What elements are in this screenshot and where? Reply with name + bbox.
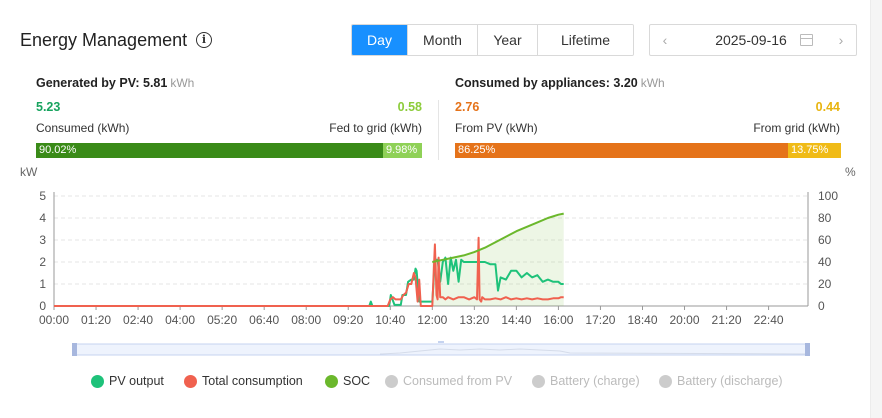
x-tick-label: 14:40	[501, 313, 531, 327]
x-tick-label: 17:20	[585, 313, 615, 327]
tab-year[interactable]: Year	[478, 25, 538, 55]
legend-label: Battery (charge)	[550, 374, 640, 388]
fed-pct-segment: 9.98%	[383, 143, 422, 158]
date-value[interactable]: 2025-09-16	[715, 32, 787, 48]
legend-soc[interactable]: SOC	[325, 372, 370, 390]
zoom-slider-preview	[379, 348, 810, 355]
calendar-icon[interactable]	[800, 34, 813, 46]
legend-label: Total consumption	[202, 374, 303, 388]
from-pv-label: From PV (kWh)	[455, 121, 538, 135]
tab-lifetime[interactable]: Lifetime	[538, 25, 633, 55]
y-tick-label-right: 40	[818, 255, 832, 269]
consumed-split-bar: 86.25% 13.75%	[455, 143, 841, 158]
consumed-unit: kWh	[640, 76, 665, 90]
y-tick-label-left: 5	[39, 189, 46, 203]
y-axis-unit-right: %	[845, 165, 856, 179]
legend-dot-icon	[184, 374, 197, 388]
legend-label: Consumed from PV	[403, 374, 513, 388]
pv-consumed-value: 5.23	[36, 100, 61, 114]
consumed-pct-segment: 90.02%	[36, 143, 383, 158]
x-tick-label: 08:00	[291, 313, 321, 327]
tab-month[interactable]: Month	[408, 25, 478, 55]
x-tick-label: 04:00	[165, 313, 195, 327]
period-tabs: Day Month Year Lifetime	[351, 24, 634, 56]
from-grid-pct-segment: 13.75%	[788, 143, 841, 158]
y-tick-label-left: 3	[39, 233, 46, 247]
y-tick-label-right: 60	[818, 233, 832, 247]
generated-header: Generated by PV: 5.81 kWh	[36, 76, 194, 90]
legend-consumed-from-pv[interactable]: Consumed from PV	[385, 372, 512, 390]
series-line-pv-output	[54, 256, 564, 307]
y-tick-label-left: 1	[39, 277, 46, 291]
info-icon[interactable]: i	[196, 32, 212, 48]
from-grid-label: From grid (kWh)	[753, 121, 840, 135]
consumed-header: Consumed by appliances: 3.20 kWh	[455, 76, 665, 90]
legend-battery-charge[interactable]: Battery (charge)	[532, 372, 640, 390]
x-tick-label: 21:20	[712, 313, 742, 327]
from-grid-value: 0.44	[815, 100, 840, 114]
legend-dot-icon	[385, 374, 398, 388]
x-tick-label: 01:20	[81, 313, 111, 327]
consumed-value: 3.20	[613, 76, 638, 90]
y-tick-label-left: 0	[39, 299, 46, 313]
legend-dot-icon	[659, 374, 672, 388]
y-tick-label-right: 100	[818, 189, 838, 203]
x-tick-label: 00:00	[39, 313, 69, 327]
y-tick-label-left: 2	[39, 255, 46, 269]
generated-value: 5.81	[143, 76, 168, 90]
page-scrollbar[interactable]	[870, 0, 882, 418]
chart-legend: PV output Total consumption SOC Consumed…	[0, 372, 870, 390]
legend-pv-output[interactable]: PV output	[91, 372, 164, 390]
legend-label: SOC	[343, 374, 371, 388]
section-divider	[438, 100, 439, 160]
date-picker[interactable]: ‹ 2025-09-16 ›	[649, 24, 857, 56]
consumed-label: Consumed by appliances:	[455, 76, 610, 90]
legend-total-consumption[interactable]: Total consumption	[184, 372, 303, 390]
soc-area	[432, 213, 564, 306]
energy-chart: 0 1 2 3 4 5 0 20 40 60 80 100 00:00 01:20 02:40 04:00 05…	[39, 189, 838, 327]
pv-consumed-label: Consumed (kWh)	[36, 121, 130, 135]
x-tick-label: 05:20	[207, 313, 237, 327]
chevron-left-icon[interactable]: ‹	[662, 32, 668, 48]
x-tick-label: 16:00	[543, 313, 573, 327]
x-tick-label: 13:20	[459, 313, 489, 327]
tab-day[interactable]: Day	[352, 25, 408, 55]
legend-label: Battery (discharge)	[677, 374, 783, 388]
zoom-handle-right[interactable]	[805, 343, 810, 356]
page-title: Energy Management	[20, 30, 188, 50]
x-tick-label: 02:40	[123, 313, 153, 327]
legend-battery-discharge[interactable]: Battery (discharge)	[659, 372, 783, 390]
x-tick-label: 20:00	[670, 313, 700, 327]
zoom-handle-left[interactable]	[72, 343, 77, 356]
legend-dot-icon	[532, 374, 545, 388]
from-pv-value: 2.76	[455, 100, 480, 114]
legend-dot-icon	[325, 374, 338, 388]
from-pv-pct-segment: 86.25%	[455, 143, 788, 158]
generated-split-bar: 90.02% 9.98%	[36, 143, 422, 158]
x-tick-label: 22:40	[754, 313, 784, 327]
x-tick-label: 18:40	[627, 313, 657, 327]
y-tick-label-left: 4	[39, 211, 46, 225]
x-tick-label: 06:40	[249, 313, 279, 327]
x-tick-label: 09:20	[333, 313, 363, 327]
legend-label: PV output	[109, 374, 164, 388]
fed-to-grid-label: Fed to grid (kWh)	[329, 121, 422, 135]
zoom-slider[interactable]	[0, 332, 870, 362]
generated-unit: kWh	[170, 76, 195, 90]
y-tick-label-right: 0	[818, 299, 825, 313]
fed-to-grid-value: 0.58	[397, 100, 422, 114]
generated-label: Generated by PV:	[36, 76, 140, 90]
chevron-right-icon[interactable]: ›	[838, 32, 844, 48]
zoom-grip-icon[interactable]	[438, 341, 444, 343]
x-tick-label: 12:00	[417, 313, 447, 327]
y-tick-label-right: 80	[818, 211, 832, 225]
series-line-total-consumption	[54, 236, 564, 307]
y-tick-label-right: 20	[818, 277, 832, 291]
series-line-soc	[432, 212, 564, 263]
legend-dot-icon	[91, 374, 104, 388]
y-axis-unit-left: kW	[20, 165, 38, 179]
x-tick-label: 10:40	[375, 313, 405, 327]
